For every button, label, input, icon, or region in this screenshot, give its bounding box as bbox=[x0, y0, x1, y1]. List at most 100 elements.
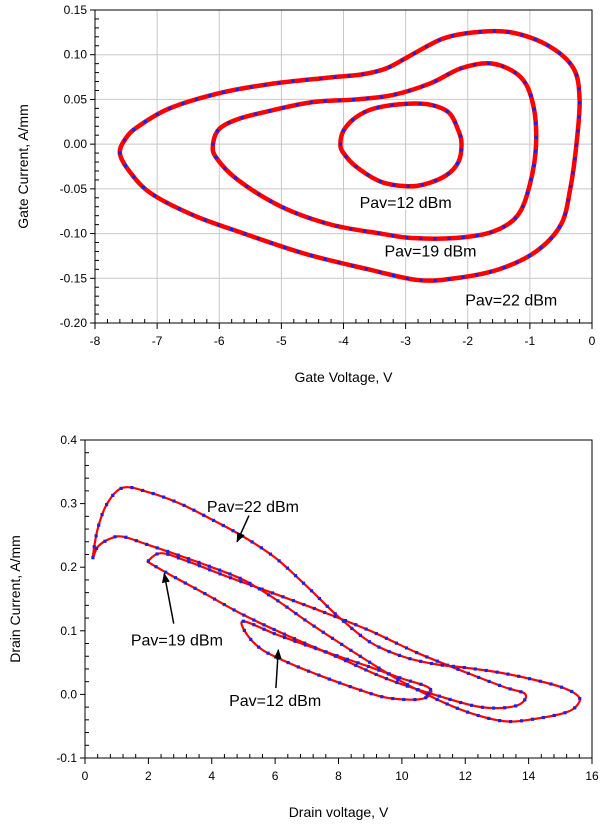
measured-point bbox=[477, 675, 481, 680]
measured-point bbox=[492, 29, 496, 33]
x-tick-label: 0 bbox=[589, 334, 596, 348]
measured-point bbox=[241, 534, 245, 538]
annotation-label: Pav=19 dBm bbox=[131, 632, 223, 649]
measured-point bbox=[262, 623, 266, 627]
measured-point bbox=[143, 120, 147, 124]
measured-point bbox=[366, 664, 371, 669]
x-tick-label: -8 bbox=[90, 334, 101, 348]
measured-point bbox=[349, 648, 353, 652]
measured-point bbox=[367, 660, 372, 664]
measured-point bbox=[391, 234, 395, 238]
measured-point bbox=[405, 683, 410, 687]
measured-point bbox=[166, 549, 170, 554]
measured-point bbox=[377, 668, 381, 672]
measured-point bbox=[425, 693, 429, 697]
measured-point bbox=[193, 586, 197, 590]
loop-line-1 bbox=[338, 101, 464, 189]
measured-point bbox=[408, 657, 412, 661]
measured-point bbox=[495, 670, 499, 674]
measured-point bbox=[313, 645, 317, 650]
measured-point bbox=[239, 580, 243, 584]
measured-point bbox=[281, 106, 285, 110]
measured-point bbox=[243, 232, 247, 236]
measured-point bbox=[377, 666, 381, 670]
measured-point bbox=[250, 540, 254, 544]
measured-point bbox=[508, 719, 513, 724]
measured-point bbox=[571, 171, 575, 175]
measured-point bbox=[413, 698, 417, 702]
measured-point bbox=[376, 105, 380, 110]
measured-point bbox=[487, 679, 491, 684]
measured-point bbox=[527, 254, 532, 258]
measured-point bbox=[181, 101, 185, 106]
measured-point bbox=[254, 112, 258, 116]
measured-point bbox=[525, 191, 530, 195]
measured-point bbox=[282, 632, 286, 636]
measured-point bbox=[378, 179, 382, 184]
measured-point bbox=[111, 493, 115, 498]
measured-point bbox=[292, 637, 297, 641]
measured-point bbox=[364, 267, 368, 271]
measured-point bbox=[364, 668, 368, 672]
measured-point bbox=[446, 72, 450, 76]
measured-point bbox=[203, 592, 207, 596]
measured-point bbox=[166, 552, 170, 556]
measured-point bbox=[473, 667, 477, 671]
measured-point bbox=[534, 135, 538, 139]
measured-point bbox=[424, 696, 428, 700]
measured-point bbox=[419, 278, 423, 282]
measured-point bbox=[293, 574, 298, 578]
measured-point bbox=[344, 155, 348, 159]
measured-point bbox=[578, 697, 582, 701]
measured-point bbox=[190, 213, 194, 217]
plot-frame bbox=[84, 439, 593, 759]
measured-point bbox=[473, 62, 477, 67]
measured-point bbox=[497, 719, 502, 723]
measured-point bbox=[155, 552, 159, 556]
measured-point bbox=[323, 610, 327, 615]
measured-point bbox=[390, 103, 394, 107]
y-tick-label: 0.4 bbox=[60, 433, 77, 447]
measured-point bbox=[269, 241, 274, 245]
measured-point bbox=[197, 564, 201, 568]
measured-point bbox=[539, 246, 543, 250]
y-tick-label: 0.1 bbox=[60, 624, 77, 638]
measured-point bbox=[349, 227, 353, 231]
measured-point bbox=[207, 564, 211, 568]
x-tick-label: 16 bbox=[585, 769, 599, 783]
measured-point bbox=[363, 110, 367, 114]
measured-point bbox=[216, 223, 220, 227]
y-tick-label: -0.10 bbox=[60, 227, 88, 241]
y-tick-label: 0.2 bbox=[60, 560, 77, 574]
measured-point bbox=[105, 502, 109, 507]
measured-point bbox=[325, 604, 329, 608]
measured-point bbox=[384, 636, 389, 640]
measured-point bbox=[312, 606, 316, 611]
measured-point bbox=[333, 614, 337, 619]
measured-point bbox=[309, 100, 313, 104]
measured-point bbox=[374, 631, 378, 636]
measured-point bbox=[466, 710, 470, 714]
measured-point bbox=[364, 627, 368, 631]
measured-point bbox=[293, 639, 297, 643]
measured-point bbox=[91, 556, 95, 560]
x-tick-label: -2 bbox=[462, 334, 473, 348]
measured-point bbox=[415, 688, 419, 692]
measured-point bbox=[380, 695, 384, 699]
measured-point bbox=[348, 685, 352, 689]
measured-point bbox=[359, 688, 363, 692]
measured-point bbox=[377, 231, 381, 235]
measured-point bbox=[563, 711, 567, 715]
measured-point bbox=[532, 163, 536, 168]
measured-point bbox=[351, 98, 356, 102]
measured-point bbox=[155, 546, 159, 550]
x-axis-title: Gate Voltage, V bbox=[294, 369, 393, 385]
measured-point bbox=[317, 673, 321, 677]
measured-point bbox=[374, 672, 378, 677]
measured-point bbox=[434, 179, 438, 183]
measured-point bbox=[447, 236, 451, 241]
measured-point bbox=[421, 84, 425, 88]
measured-point bbox=[497, 683, 502, 687]
measured-point bbox=[513, 216, 517, 220]
measured-point bbox=[281, 206, 286, 210]
